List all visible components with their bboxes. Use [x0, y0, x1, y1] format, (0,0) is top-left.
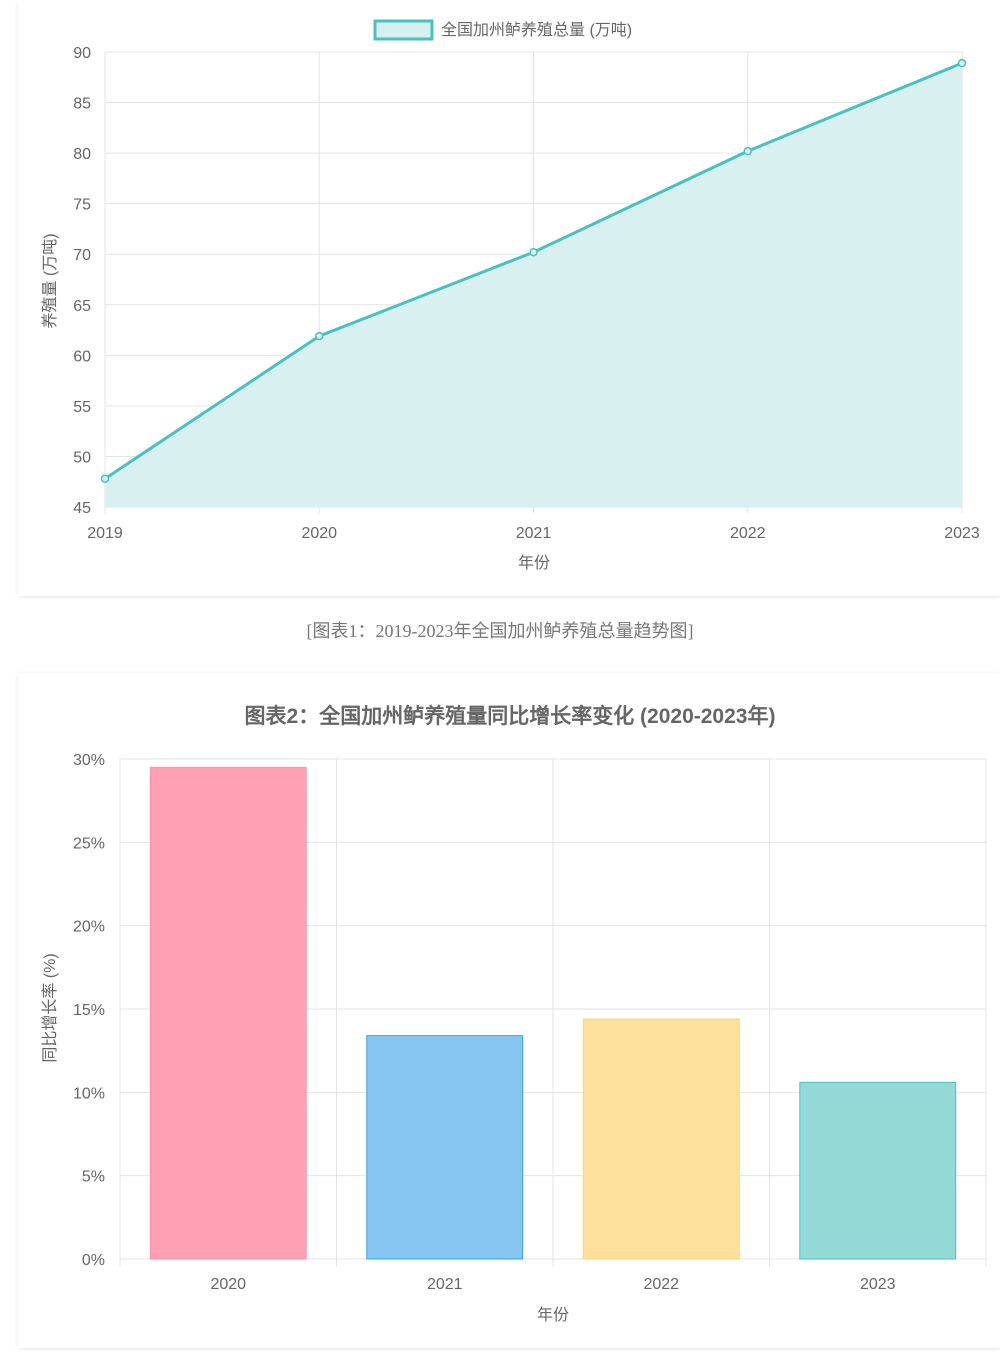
- chart2-bars: [149, 766, 957, 1260]
- y-tick-label: 30%: [73, 752, 105, 769]
- y-tick-label: 10%: [73, 1085, 105, 1102]
- y-tick-label: 85: [73, 96, 91, 113]
- chart1-area-fill: [105, 63, 962, 507]
- data-point[interactable]: [529, 247, 538, 257]
- data-point[interactable]: [100, 474, 110, 483]
- y-tick-label: 50: [73, 449, 91, 466]
- y-tick-label: 45: [73, 500, 91, 517]
- y-tick-label: 60: [73, 348, 91, 365]
- chart2-x-axis-label: 年份: [537, 1306, 569, 1324]
- y-tick-label: 25%: [73, 835, 105, 852]
- bar-2020[interactable]: [149, 766, 307, 1260]
- x-tick-label: 2022: [643, 1276, 679, 1293]
- y-tick-label: 5%: [82, 1169, 105, 1186]
- bar-2022[interactable]: [582, 1018, 740, 1260]
- y-tick-label: 0%: [82, 1252, 105, 1269]
- chart1-caption: [图表1：2019-2023年全国加州鲈养殖总量趋势图]: [306, 621, 694, 641]
- x-tick-label: 2020: [301, 525, 337, 542]
- chart1-canvas: 45 50 55 60 65 70 75 80 85 90 2019 2020 2021 2022 202…: [41, 19, 980, 572]
- y-tick-label: 55: [73, 399, 91, 416]
- y-tick-label: 80: [73, 146, 91, 163]
- chart1-card: 45 50 55 60 65 70 75 80 85 90 2019 2020 2021 2022 202…: [18, 0, 1000, 596]
- data-point[interactable]: [315, 331, 324, 341]
- x-tick-label: 2022: [730, 525, 766, 542]
- y-tick-label: 20%: [73, 919, 105, 936]
- chart1-x-axis-label: 年份: [518, 554, 550, 572]
- y-tick-label: 75: [73, 197, 91, 214]
- chart1-x-ticks: 2019 2020 2021 2022 2023: [87, 525, 980, 542]
- bar-2023[interactable]: [799, 1081, 957, 1260]
- chart1-y-axis-label: 养殖量 (万吨): [41, 233, 59, 328]
- chart2-x-ticks: 2020 2021 2022 2023: [210, 1276, 895, 1293]
- legend-label: 全国加州鲈养殖总量 (万吨): [441, 21, 632, 39]
- chart1-points: [100, 58, 967, 483]
- y-tick-label: 65: [73, 298, 91, 315]
- data-point[interactable]: [957, 58, 967, 68]
- chart2-card: 图表2：全国加州鲈养殖量同比增长率变化 (2020-2023年) 0% 5% 10%…: [18, 673, 1000, 1348]
- y-tick-label: 70: [73, 247, 91, 264]
- x-tick-label: 2021: [427, 1276, 463, 1293]
- data-point[interactable]: [743, 146, 752, 156]
- legend-swatch: [373, 19, 434, 41]
- chart1-y-ticks: 45 50 55 60 65 70 75 80 85 90: [73, 45, 91, 517]
- chart1-legend[interactable]: 全国加州鲈养殖总量 (万吨): [373, 19, 632, 41]
- x-tick-label: 2019: [87, 525, 123, 542]
- y-tick-label: 90: [73, 45, 91, 62]
- chart2-title: 图表2：全国加州鲈养殖量同比增长率变化 (2020-2023年): [245, 704, 776, 728]
- x-tick-label: 2023: [944, 525, 980, 542]
- chart2-y-ticks: 0% 5% 10% 15% 20% 25% 30%: [73, 752, 105, 1269]
- chart2-y-axis-label: 同比增长率 (%): [41, 953, 59, 1062]
- y-tick-label: 15%: [73, 1002, 105, 1019]
- x-tick-label: 2020: [210, 1276, 246, 1293]
- x-tick-label: 2023: [860, 1276, 896, 1293]
- x-tick-label: 2021: [516, 525, 552, 542]
- chart2-canvas: 图表2：全国加州鲈养殖量同比增长率变化 (2020-2023年) 0% 5% 10%…: [41, 704, 987, 1324]
- bar-2021[interactable]: [366, 1035, 524, 1260]
